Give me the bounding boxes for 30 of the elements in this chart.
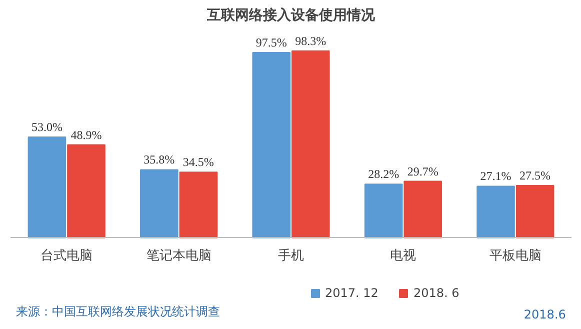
x-tick-label: 笔记本电脑 <box>146 248 212 264</box>
data-label: 27.1% <box>480 169 512 184</box>
x-tick-label: 台式电脑 <box>40 248 93 264</box>
bar <box>28 136 66 238</box>
x-tick-label: 手机 <box>278 248 304 264</box>
data-label: 27.5% <box>520 168 551 182</box>
legend-label: 2017. 12 <box>325 286 378 300</box>
data-label: 48.9% <box>70 128 102 142</box>
chart-title: 互联网络接入设备使用情况 <box>206 6 376 24</box>
data-label: 35.8% <box>144 152 175 167</box>
source-note: 来源：中国互联网络发展状况统计调查 <box>16 304 220 319</box>
text: 2018.6 <box>524 308 566 322</box>
bar <box>364 184 403 238</box>
bar <box>140 169 178 238</box>
data-label: 97.5% <box>256 35 287 50</box>
x-tick-label: 电视 <box>390 248 416 264</box>
data-label: 29.7% <box>407 164 438 178</box>
bar <box>67 144 106 238</box>
x-tick-label: 平板电脑 <box>489 248 542 264</box>
data-label: 98.3% <box>295 34 326 48</box>
data-label: 34.5% <box>182 155 214 170</box>
legend-label: 2018. 6 <box>413 286 460 300</box>
bar <box>252 52 291 238</box>
data-label: 53.0% <box>31 120 62 134</box>
bar <box>516 184 554 238</box>
bar <box>476 186 515 238</box>
bar <box>404 180 442 238</box>
data-label: 28.2% <box>368 167 400 182</box>
bar <box>179 172 218 238</box>
bar <box>291 50 330 238</box>
